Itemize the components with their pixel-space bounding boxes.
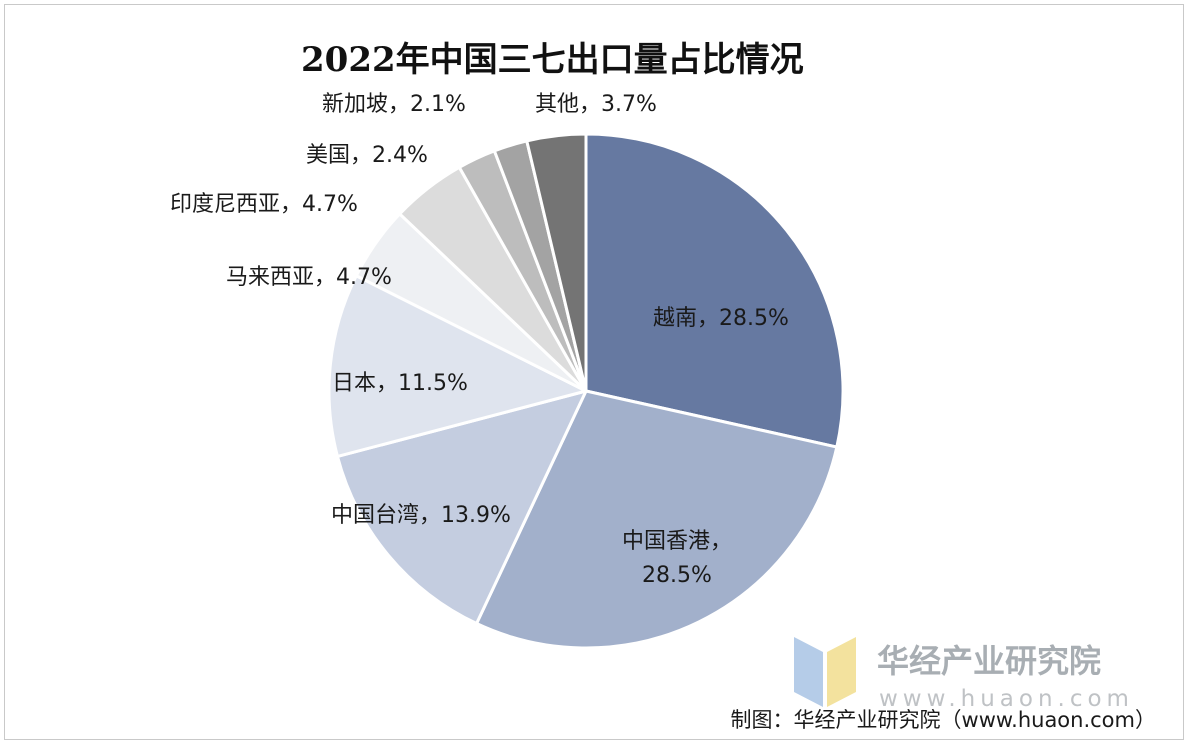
watermark-logo-left — [794, 637, 823, 707]
pie-labels: 越南，28.5% 中国香港， 28.5% 中国台湾，13.9% 日本，11.5% 马来西亚… — [170, 92, 789, 588]
slice-label-1: 越南，28.5% — [653, 306, 789, 331]
slice-label-8: 新加坡，2.1% — [322, 92, 466, 117]
slice-label-4: 日本，11.5% — [332, 371, 468, 396]
pie-slice-9 — [525, 132, 588, 393]
watermark: 华经产业研究院 www.huaon.com — [794, 637, 1134, 712]
slice-label-7: 美国，2.4% — [306, 143, 428, 168]
source-note: 制图：华经产业研究院（www.huaon.com） — [731, 708, 1156, 732]
chart-frame: 2022年中国三七出口量占比情况 越南，28.5% 中国香港， 28.5% 中国台湾，… — [4, 4, 1184, 740]
slice-label-3: 中国台湾，13.9% — [331, 503, 511, 528]
watermark-text: 华经产业研究院 — [877, 642, 1101, 680]
pie-slice-1 — [584, 132, 845, 449]
watermark-logo-right — [827, 637, 856, 707]
watermark-logo-icon — [794, 637, 856, 707]
slice-label-9: 其他，3.7% — [535, 92, 657, 117]
pie-slice-4 — [327, 274, 588, 458]
pie-chart: 2022年中国三七出口量占比情况 越南，28.5% 中国香港， 28.5% 中国台湾，… — [170, 40, 1156, 732]
pie-slice-3 — [335, 389, 588, 626]
chart-title: 2022年中国三七出口量占比情况 — [301, 40, 804, 80]
pie-slices — [327, 132, 845, 650]
watermark-subtext: www.huaon.com — [879, 686, 1134, 712]
slice-label-2: 中国香港， 28.5% — [622, 529, 732, 588]
pie-slice-2 — [475, 389, 839, 650]
slice-label-5: 马来西亚，4.7% — [226, 265, 392, 290]
slice-label-6: 印度尼西亚，4.7% — [170, 192, 358, 217]
